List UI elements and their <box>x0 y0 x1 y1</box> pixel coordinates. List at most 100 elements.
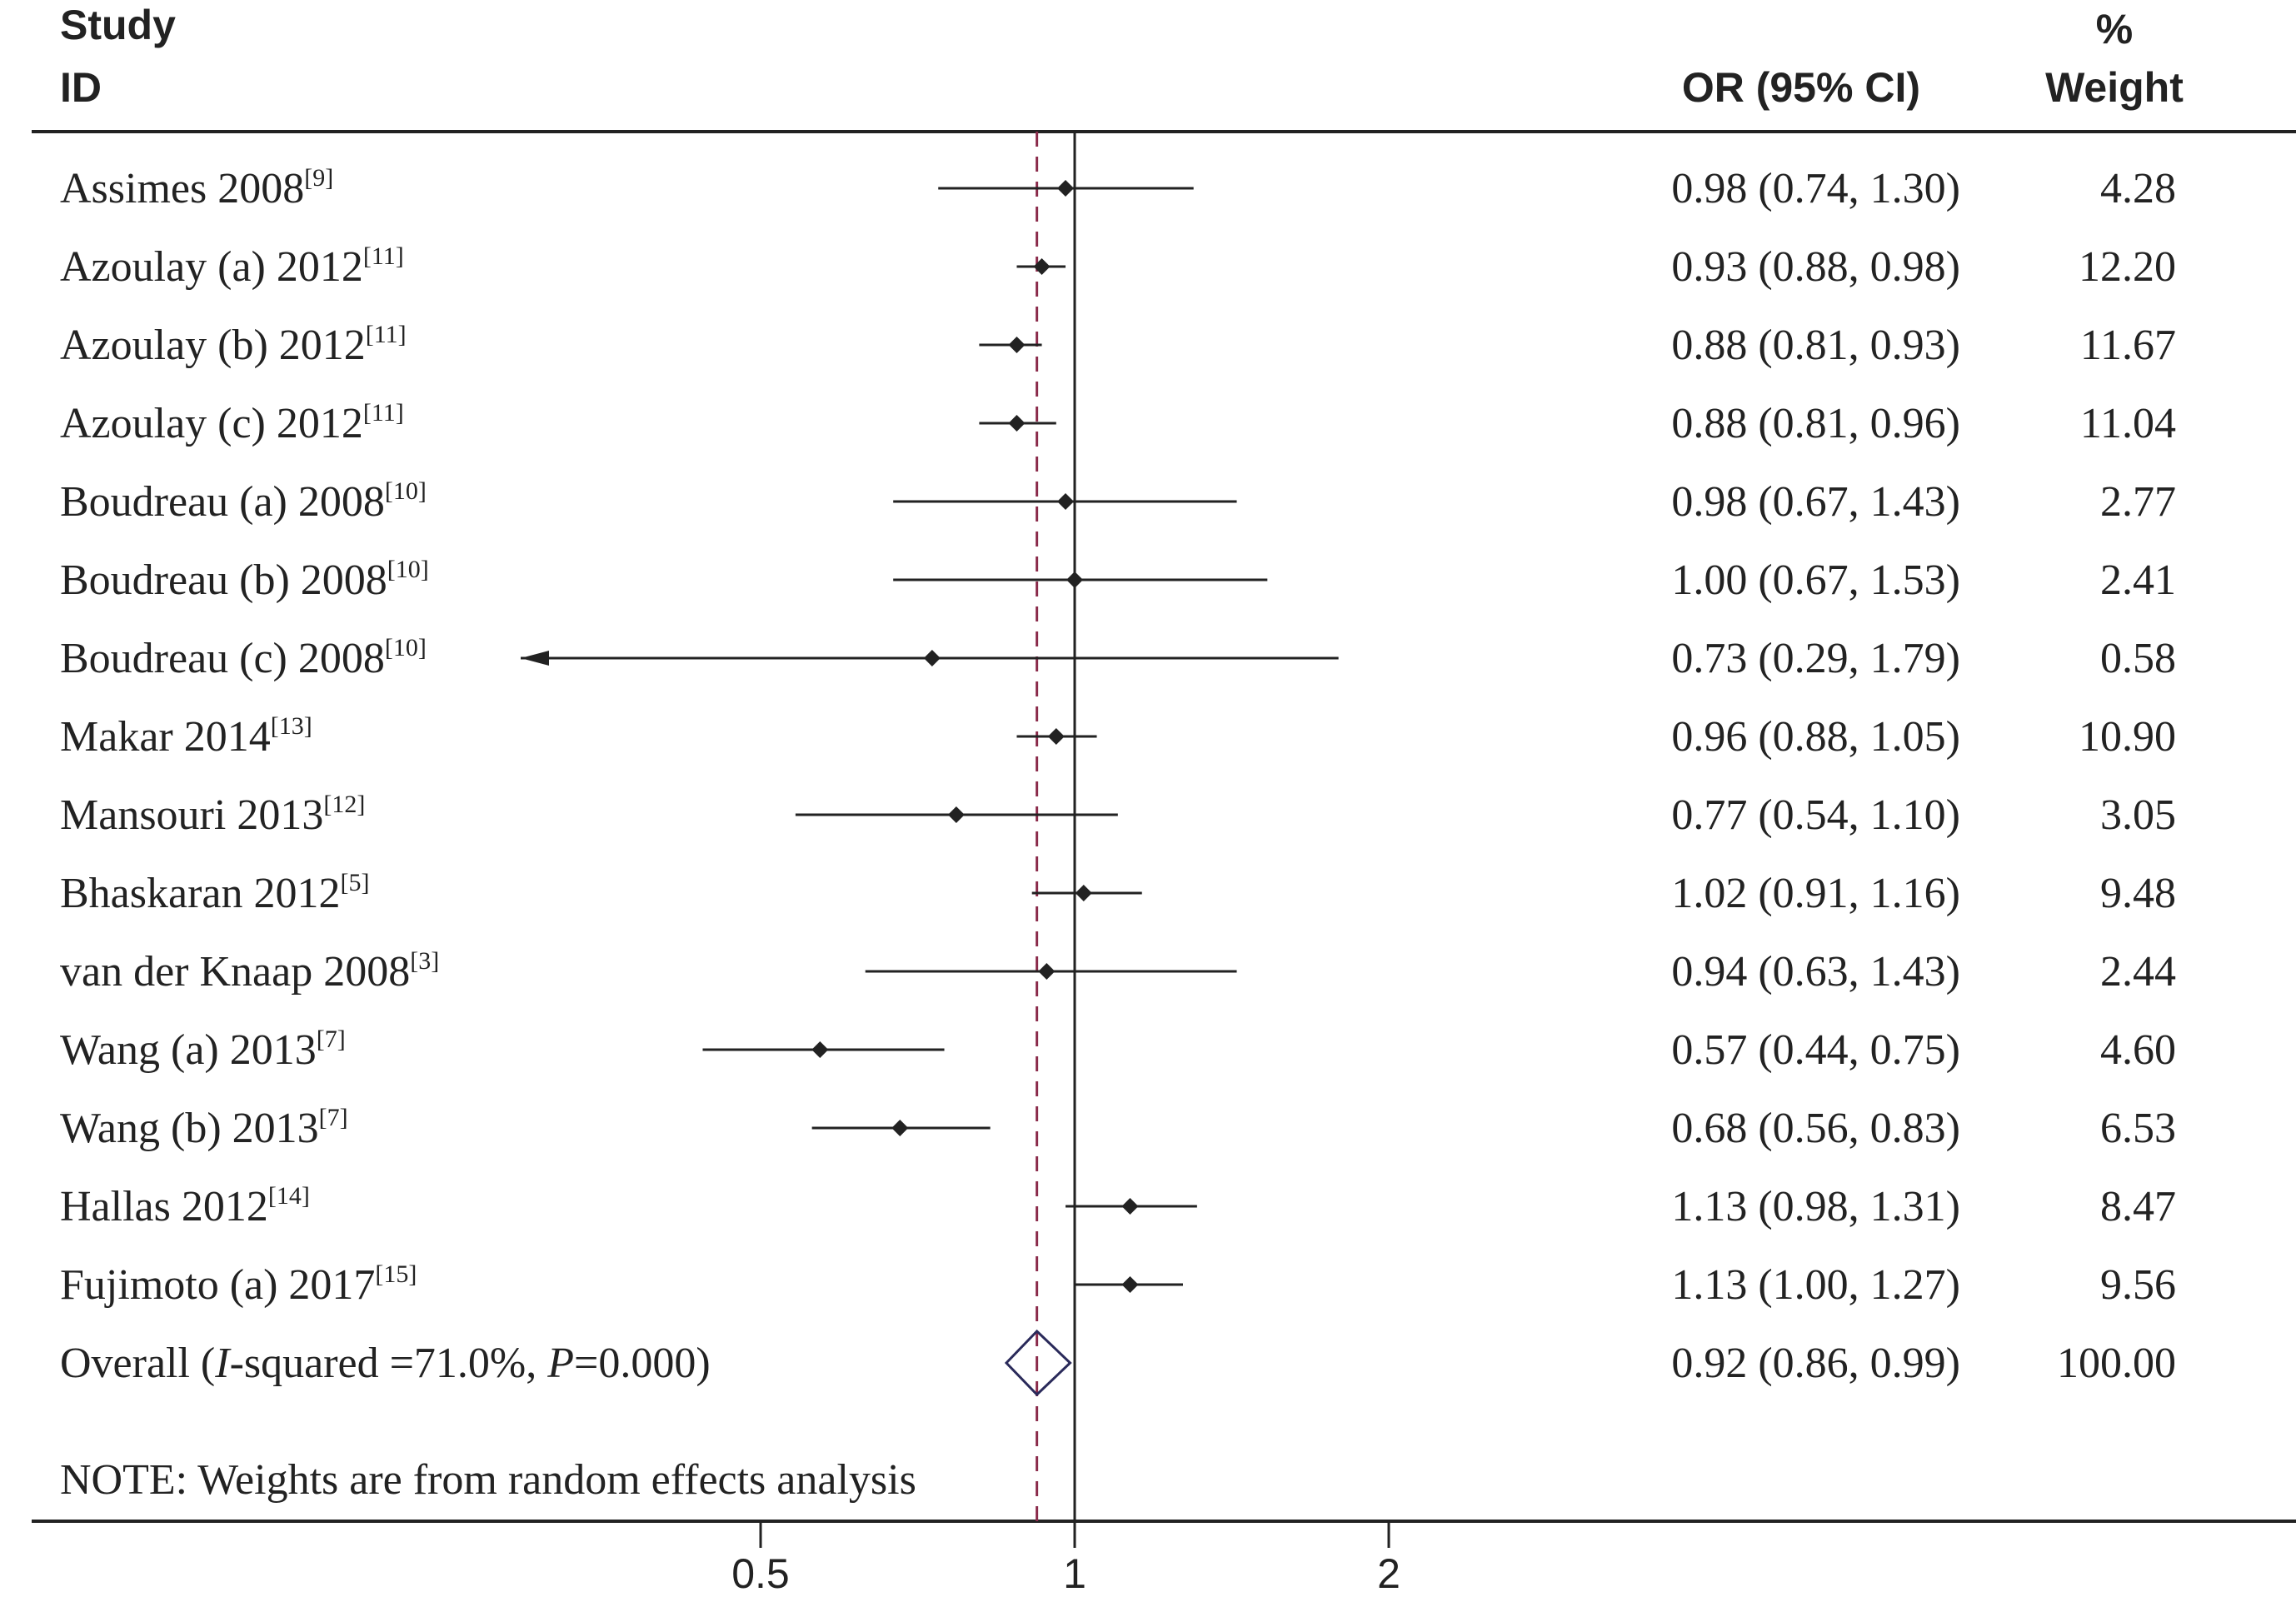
study-name: Fujimoto (a) 2017 <box>60 1261 375 1309</box>
weights-note: NOTE: Weights are from random effects an… <box>60 1456 916 1504</box>
header-id: ID <box>60 64 102 111</box>
study-rows: Assimes 2008[9] 0.98 (0.74, 1.30) 4.28 Azou… <box>60 164 2176 1309</box>
weight-value: 4.28 <box>2100 165 2176 212</box>
study-ref: [10] <box>385 634 427 661</box>
x-axis: 0.5 1 2 <box>731 1521 1400 1597</box>
study-ref: [12] <box>323 791 365 818</box>
study-row: Boudreau (c) 2008[10] 0.73 (0.29, 1.79) 0.… <box>60 634 2176 682</box>
ci-arrow <box>521 651 549 666</box>
study-name: Boudreau (c) 2008 <box>60 635 385 682</box>
or-ci-value: 0.57 (0.44, 0.75) <box>1671 1026 1960 1074</box>
study-ref: [7] <box>317 1026 346 1053</box>
or-ci-value: 1.02 (0.91, 1.16) <box>1671 870 1960 917</box>
study-row: Mansouri 2013[12] 0.77 (0.54, 1.10) 3.05 <box>60 791 2176 839</box>
weight-value: 6.53 <box>2100 1105 2176 1152</box>
overall-or-ci-value: 0.92 (0.86, 0.99) <box>1671 1340 1960 1387</box>
study-label: Azoulay (b) 2012[11] <box>60 321 407 369</box>
or-ci-value: 1.13 (0.98, 1.31) <box>1671 1183 1960 1230</box>
header-weight: Weight <box>2045 64 2184 111</box>
overall-label-part: Overall ( <box>60 1340 215 1387</box>
study-name: Hallas 2012 <box>60 1183 268 1230</box>
weight-value: 9.56 <box>2100 1261 2176 1309</box>
study-name: Boudreau (a) 2008 <box>60 478 385 526</box>
or-ci-value: 1.13 (1.00, 1.27) <box>1671 1261 1960 1309</box>
overall-label-part: -squared =71.0%, <box>230 1340 548 1387</box>
overall-diamond <box>1004 1329 1072 1397</box>
study-ref: [9] <box>304 164 333 192</box>
study-row: Boudreau (b) 2008[10] 1.00 (0.67, 1.53) 2.… <box>60 556 2176 604</box>
header-or-ci: OR (95% CI) <box>1682 64 1920 111</box>
point-estimate <box>1047 728 1065 745</box>
study-row: Hallas 2012[14] 1.13 (0.98, 1.31) 8.47 <box>60 1182 2176 1230</box>
or-ci-value: 0.68 (0.56, 0.83) <box>1671 1105 1960 1152</box>
study-row: van der Knaap 2008[3] 0.94 (0.63, 1.43) 2.… <box>60 947 2176 996</box>
study-name: Boudreau (b) 2008 <box>60 556 387 604</box>
or-ci-value: 0.98 (0.67, 1.43) <box>1671 478 1960 526</box>
or-ci-value: 0.77 (0.54, 1.10) <box>1671 791 1960 839</box>
study-ref: [11] <box>363 242 404 270</box>
study-label: Wang (a) 2013[7] <box>60 1026 346 1074</box>
x-tick-label: 1 <box>1063 1550 1086 1597</box>
point-estimate <box>1008 415 1026 432</box>
study-label: Bhaskaran 2012[5] <box>60 869 369 917</box>
or-ci-value: 0.73 (0.29, 1.79) <box>1671 635 1960 682</box>
point-estimate <box>1008 337 1026 353</box>
or-ci-value: 1.00 (0.67, 1.53) <box>1671 556 1960 604</box>
overall-label-part: I <box>214 1340 232 1387</box>
overall-row: Overall (I-squared =71.0%, P=0.000) 0.92 … <box>60 1329 2176 1397</box>
point-estimate <box>947 806 965 823</box>
or-ci-value: 0.93 (0.88, 0.98) <box>1671 243 1960 291</box>
study-row: Fujimoto (a) 2017[15] 1.13 (1.00, 1.27) 9.… <box>60 1260 2176 1309</box>
study-ref: [7] <box>319 1104 348 1131</box>
weight-value: 8.47 <box>2100 1183 2176 1230</box>
weight-value: 11.67 <box>2080 322 2176 369</box>
point-estimate <box>1066 571 1083 588</box>
study-row: Assimes 2008[9] 0.98 (0.74, 1.30) 4.28 <box>60 164 2176 212</box>
point-estimate <box>923 650 941 666</box>
study-row: Bhaskaran 2012[5] 1.02 (0.91, 1.16) 9.48 <box>60 869 2176 917</box>
study-name: Bhaskaran 2012 <box>60 870 340 917</box>
overall-label-part: =0.000) <box>574 1340 711 1387</box>
overall-weight-value: 100.00 <box>2057 1340 2176 1387</box>
study-label: Boudreau (b) 2008[10] <box>60 556 429 604</box>
study-ref: [15] <box>375 1260 417 1288</box>
or-ci-value: 0.88 (0.81, 0.96) <box>1671 400 1960 447</box>
weight-value: 9.48 <box>2100 870 2176 917</box>
header-percent: % <box>2096 6 2133 52</box>
point-estimate <box>1075 885 1092 901</box>
weight-value: 3.05 <box>2100 791 2176 839</box>
study-name: Azoulay (b) 2012 <box>60 322 366 369</box>
or-ci-value: 0.98 (0.74, 1.30) <box>1671 165 1960 212</box>
weight-value: 4.60 <box>2100 1026 2176 1074</box>
study-label: Fujimoto (a) 2017[15] <box>60 1260 417 1309</box>
study-label: Mansouri 2013[12] <box>60 791 365 839</box>
study-label: Azoulay (c) 2012[11] <box>60 399 404 447</box>
study-row: Makar 2014[13] 0.96 (0.88, 1.05) 10.90 <box>60 712 2176 761</box>
weight-value: 11.04 <box>2080 400 2176 447</box>
study-row: Boudreau (a) 2008[10] 0.98 (0.67, 1.43) 2.… <box>60 477 2176 526</box>
study-label: Wang (b) 2013[7] <box>60 1104 348 1152</box>
study-name: Wang (a) 2013 <box>60 1026 317 1074</box>
study-row: Azoulay (a) 2012[11] 0.93 (0.88, 0.98) 12.… <box>60 242 2176 291</box>
point-estimate <box>1121 1198 1139 1215</box>
or-ci-value: 0.88 (0.81, 0.93) <box>1671 322 1960 369</box>
study-label: Azoulay (a) 2012[11] <box>60 242 404 291</box>
study-ref: [10] <box>387 556 429 583</box>
point-estimate <box>811 1041 829 1058</box>
study-name: Azoulay (a) 2012 <box>60 243 363 291</box>
study-row: Azoulay (c) 2012[11] 0.88 (0.81, 0.96) 11.… <box>60 399 2176 447</box>
study-row: Wang (a) 2013[7] 0.57 (0.44, 0.75) 4.60 <box>60 1026 2176 1074</box>
study-ref: [13] <box>271 712 312 740</box>
study-ref: [5] <box>340 869 369 896</box>
study-label: Assimes 2008[9] <box>60 164 333 212</box>
study-label: Boudreau (c) 2008[10] <box>60 634 427 682</box>
study-ref: [3] <box>410 947 439 975</box>
study-name: Azoulay (c) 2012 <box>60 400 363 447</box>
overall-label-part: P <box>547 1340 574 1387</box>
study-label: van der Knaap 2008[3] <box>60 947 439 996</box>
study-label: Hallas 2012[14] <box>60 1182 310 1230</box>
point-estimate <box>1057 180 1075 197</box>
weight-value: 12.20 <box>2079 243 2176 291</box>
weight-value: 2.77 <box>2100 478 2176 526</box>
